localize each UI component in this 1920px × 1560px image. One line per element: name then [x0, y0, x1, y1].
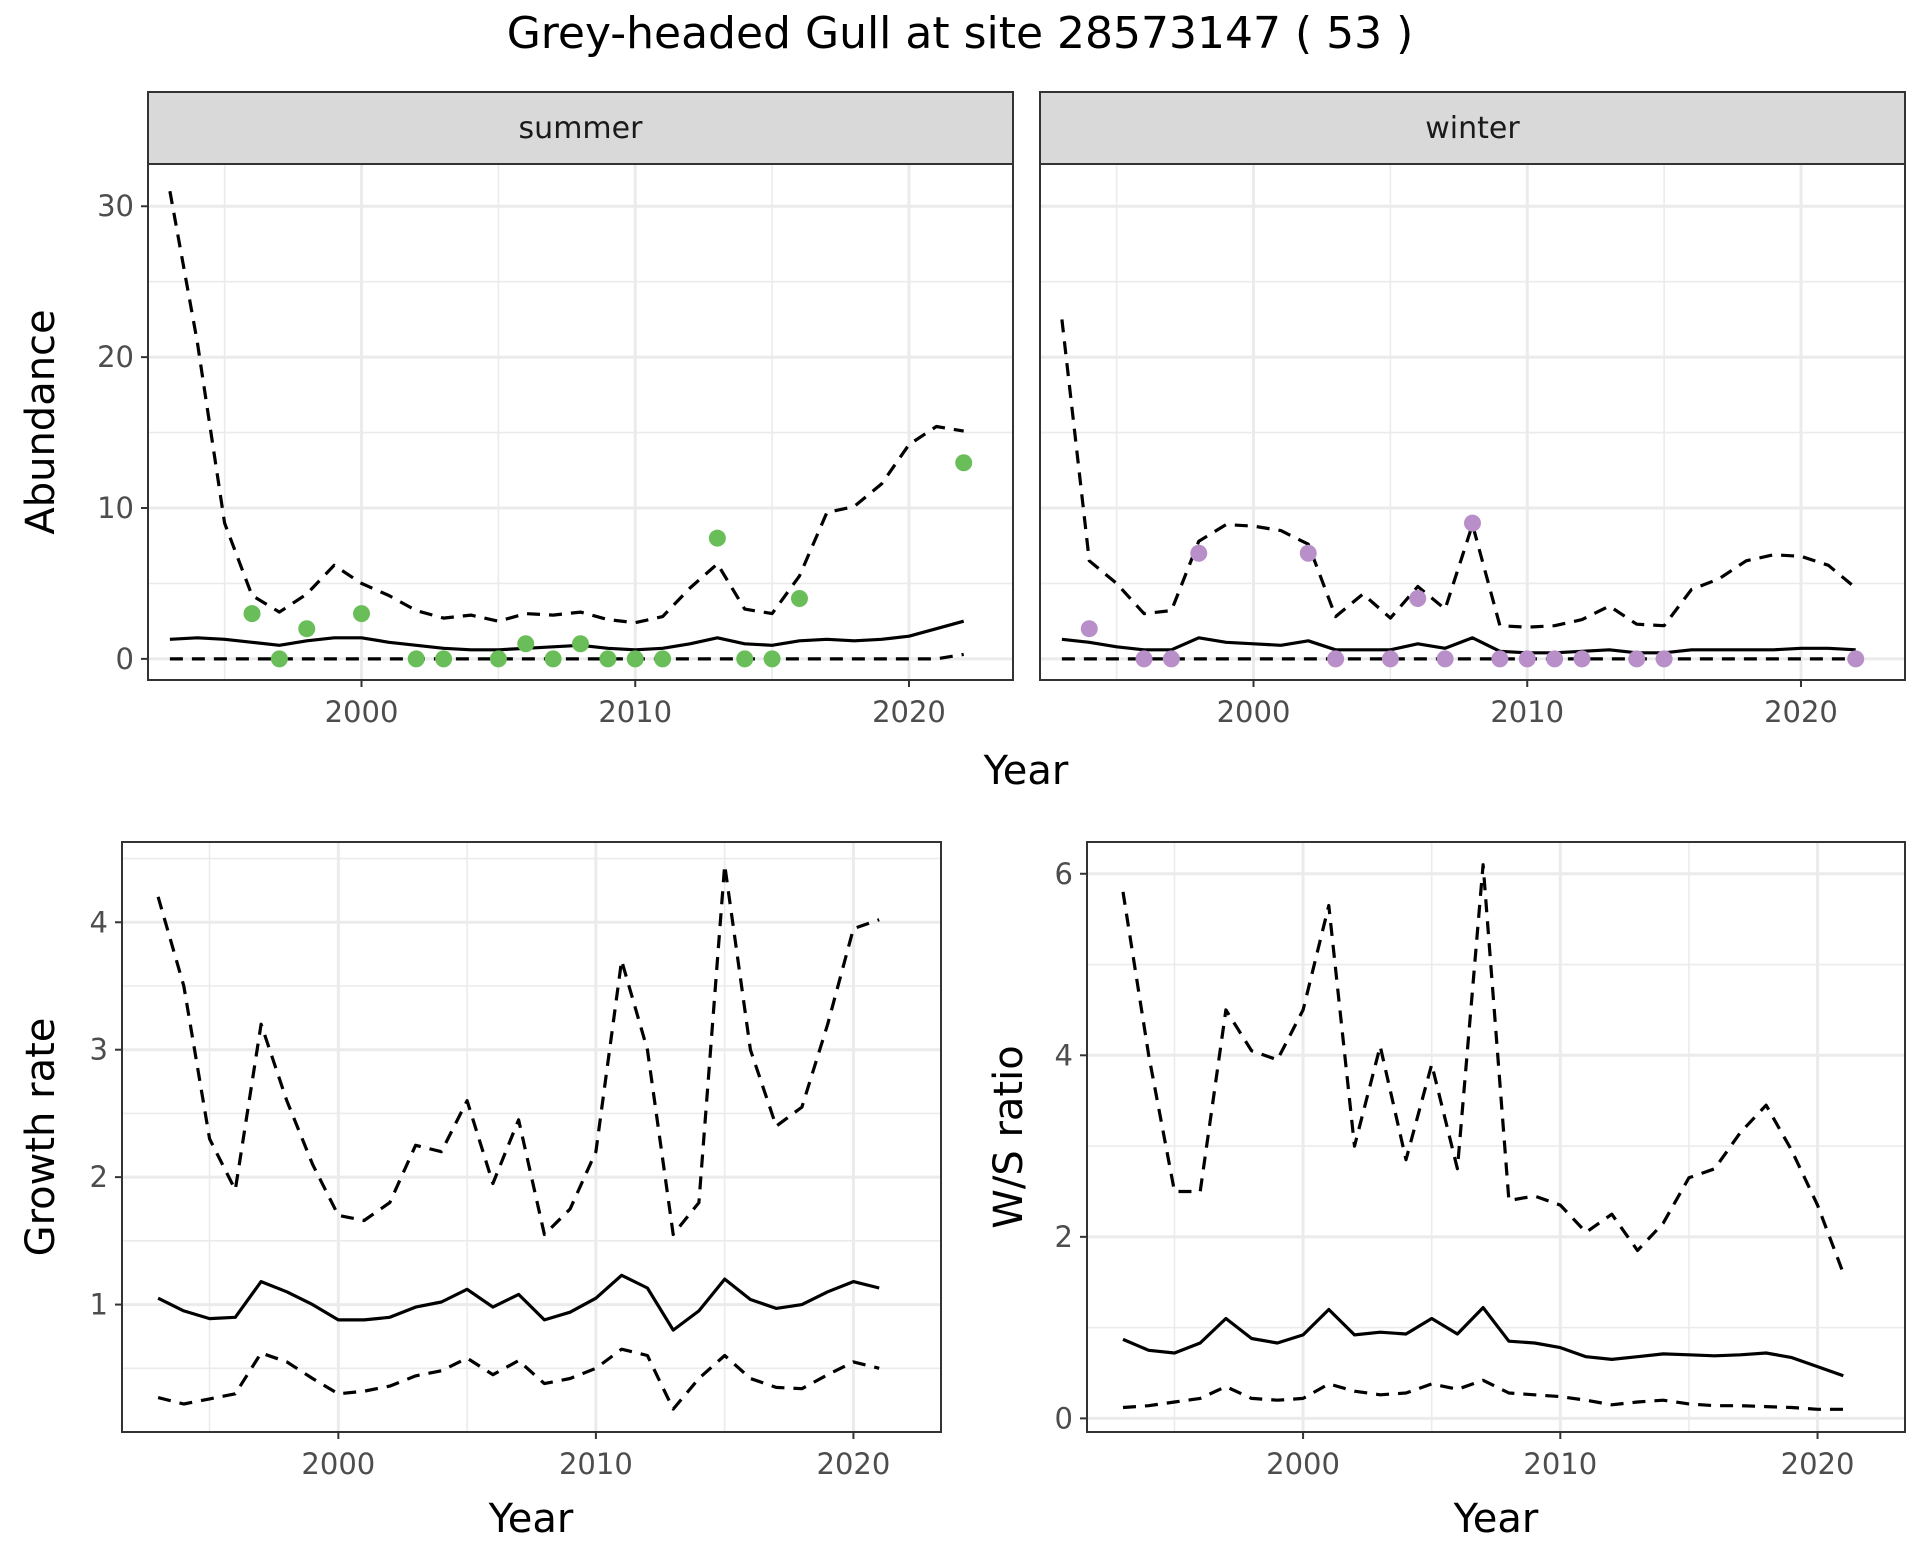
data-point: [353, 605, 371, 623]
panel-border: [1086, 841, 1906, 1433]
data-point: [1491, 650, 1509, 668]
x-tick-label: 2010: [559, 1447, 633, 1481]
data-point: [435, 650, 453, 668]
data-point: [243, 605, 261, 623]
data-point: [572, 635, 589, 653]
panel-panel-3: 2000 2010 2020 0 2 4 6: [1055, 841, 1906, 1481]
series-line-estimate: [1061, 636, 1856, 655]
data-point: [1518, 650, 1536, 668]
data-point: [955, 454, 973, 472]
data-point: [599, 650, 617, 668]
data-point: [1847, 650, 1865, 668]
chart-title: Grey-headed Gull at site 28573147 ( 53 ): [507, 8, 1414, 59]
series-line-estimate: [157, 1273, 880, 1332]
data-point: [1190, 544, 1208, 562]
y-tick-label: 2: [1055, 1220, 1073, 1254]
data-point: [489, 650, 507, 668]
y-tick-label: 1: [90, 1288, 108, 1322]
x-axis-title-ratio: Year: [1453, 1496, 1539, 1542]
x-tick-label: 2010: [598, 695, 672, 729]
y-tick-label: 3: [90, 1033, 108, 1067]
data-point: [1655, 650, 1673, 668]
data-point: [544, 650, 562, 668]
y-tick-label: 4: [1055, 1038, 1073, 1072]
data-point: [270, 650, 288, 668]
data-point: [1080, 620, 1098, 638]
x-tick-label: 2000: [1266, 1447, 1340, 1481]
x-tick-label: 2000: [301, 1447, 375, 1481]
x-tick-label: 2010: [1490, 695, 1564, 729]
x-tick-label: 2020: [1781, 1447, 1855, 1481]
data-point: [298, 620, 316, 638]
y-axis-title-ratio: W/S ratio: [986, 1045, 1032, 1228]
facet-label: winter: [1425, 111, 1520, 146]
panel-winter: winter 2000 2010 2020: [1039, 91, 1906, 729]
y-tick-label: 2: [90, 1160, 108, 1194]
facet-label: summer: [519, 111, 644, 146]
x-axis-title-growth: Year: [488, 1496, 574, 1542]
data-point: [763, 650, 781, 668]
data-point: [1299, 544, 1317, 562]
data-point: [1546, 650, 1564, 668]
data-point: [736, 650, 754, 668]
facet-strip: [147, 91, 1014, 165]
data-point: [1464, 514, 1481, 532]
data-point: [1381, 650, 1399, 668]
panel-border: [147, 163, 1014, 681]
y-tick-label: 4: [90, 905, 108, 939]
data-point: [708, 529, 726, 547]
series-line-upper: [1060, 319, 1857, 629]
series-line-estimate: [169, 619, 965, 652]
y-tick-label: 0: [116, 642, 134, 676]
x-tick-label: 2020: [872, 695, 946, 729]
x-tick-label: 2010: [1523, 1447, 1597, 1481]
data-point: [1436, 650, 1454, 668]
data-point: [1162, 650, 1180, 668]
series-line-estimate: [1122, 1305, 1844, 1378]
y-tick-label: 0: [1055, 1401, 1073, 1435]
y-axis-title-growth: Growth rate: [18, 1018, 64, 1257]
data-point: [407, 650, 425, 668]
data-point: [1628, 650, 1646, 668]
data-point: [626, 650, 644, 668]
series-line-lower: [1122, 1378, 1844, 1411]
y-tick-label: 30: [97, 189, 134, 223]
x-tick-label: 2020: [817, 1447, 891, 1481]
series-line-upper: [168, 190, 964, 625]
panel-summer: summer 2000 2010 2020 0 10 20 30: [97, 91, 1014, 729]
data-point: [654, 650, 672, 668]
panel-border: [1039, 163, 1906, 681]
x-axis-title-top: Year: [983, 748, 1069, 794]
y-tick-label: 20: [97, 340, 134, 374]
data-point: [1573, 650, 1591, 668]
data-point: [790, 590, 808, 608]
data-point: [1327, 650, 1345, 668]
y-axis-title-abundance: Abundance: [18, 309, 64, 534]
panel-border: [121, 841, 942, 1433]
series-line-upper: [1121, 863, 1845, 1274]
x-tick-label: 2000: [325, 695, 399, 729]
series-line-upper: [156, 863, 880, 1237]
series-line-lower: [157, 1347, 880, 1411]
data-point: [1409, 590, 1427, 608]
data-point: [517, 635, 535, 653]
series-line-lower: [169, 652, 964, 661]
facet-strip: [1039, 91, 1906, 165]
x-tick-label: 2000: [1217, 695, 1291, 729]
y-tick-label: 10: [97, 491, 134, 525]
panel-panel-2: 2000 2010 2020 1 2 3 4: [90, 841, 942, 1481]
y-tick-label: 6: [1055, 857, 1073, 891]
x-tick-label: 2020: [1764, 695, 1838, 729]
data-point: [1135, 650, 1153, 668]
